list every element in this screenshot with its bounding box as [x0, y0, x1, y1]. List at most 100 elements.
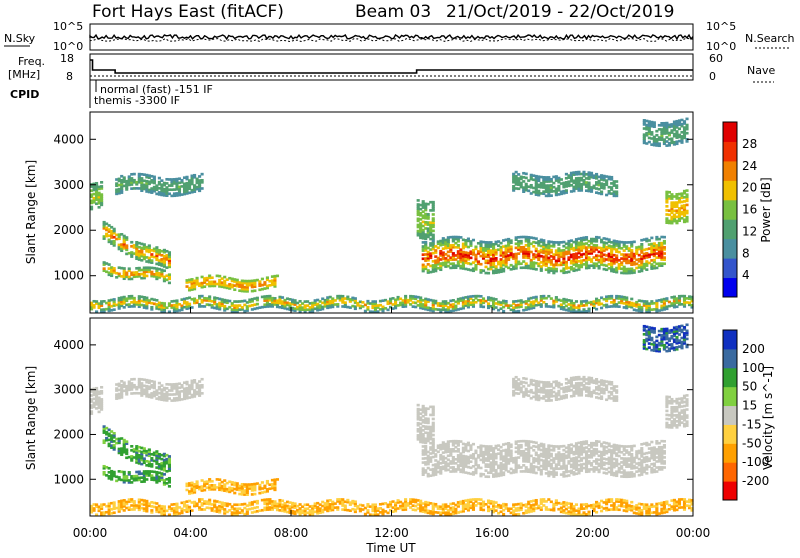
velocity-cell	[163, 473, 166, 476]
power-cell	[479, 263, 482, 266]
power-cell	[590, 172, 593, 175]
velocity-cell	[495, 469, 498, 472]
power-cell	[100, 181, 103, 184]
velocity-cell	[374, 503, 377, 506]
velocity-cell	[256, 500, 259, 503]
velocity-cell	[555, 499, 558, 502]
power-cell	[500, 242, 503, 245]
power-colorbar-swatch	[723, 200, 737, 220]
velocity-cell	[100, 386, 103, 389]
power-cell	[256, 297, 259, 300]
power-cell	[474, 245, 477, 248]
velocity-cell	[630, 501, 633, 504]
velocity-cell	[273, 500, 276, 503]
power-cell	[366, 306, 369, 309]
power-cell	[366, 300, 369, 303]
power-cell	[346, 296, 349, 299]
power-cell	[608, 238, 611, 241]
power-cell	[615, 190, 618, 193]
power-cell	[633, 241, 636, 244]
power-cell	[276, 275, 279, 278]
freq-trace	[90, 60, 693, 76]
velocity-cell	[155, 502, 158, 505]
power-cell	[527, 189, 530, 192]
power-cell	[555, 296, 558, 299]
power-cell	[515, 171, 518, 174]
power-cell	[253, 289, 256, 292]
velocity-cell	[336, 506, 339, 509]
power-cell	[113, 298, 116, 301]
velocity-cell	[256, 506, 259, 509]
power-cell	[341, 295, 344, 298]
velocity-cell	[113, 432, 116, 435]
power-cell	[143, 253, 146, 256]
power-cell	[424, 265, 427, 268]
power-cell	[550, 178, 553, 181]
velocity-cell	[487, 475, 490, 478]
power-cell	[618, 251, 621, 254]
power-cell	[98, 206, 101, 209]
velocity-cell	[228, 503, 231, 506]
nsky-line	[90, 35, 693, 39]
power-cell	[615, 184, 618, 187]
power-cell	[228, 300, 231, 303]
power-cell	[587, 308, 590, 311]
power-cell	[266, 276, 269, 279]
velocity-cell	[223, 479, 226, 482]
velocity-cell	[502, 513, 505, 516]
power-cell	[354, 297, 357, 300]
power-cell	[140, 177, 143, 180]
velocity-cell	[535, 499, 538, 502]
velocity-cell	[113, 471, 116, 474]
power-cell	[261, 278, 264, 281]
power-cell	[258, 280, 261, 283]
velocity-cell	[550, 500, 553, 503]
power-cell	[685, 216, 688, 219]
velocity-cell	[118, 476, 121, 479]
power-cell	[256, 303, 259, 306]
power-cell	[123, 267, 126, 270]
power-cell	[150, 253, 153, 256]
velocity-cell	[203, 489, 206, 492]
velocity-cell	[155, 450, 158, 453]
velocity-cell	[386, 512, 389, 515]
velocity-cell	[143, 447, 146, 450]
power-cell	[196, 277, 199, 280]
power-cell	[100, 193, 103, 196]
velocity-cell	[263, 485, 266, 488]
velocity-cell	[100, 398, 103, 401]
velocity-cell	[98, 411, 101, 414]
power-cell	[552, 182, 555, 185]
power-cell	[565, 189, 568, 192]
velocity-cell	[474, 450, 477, 453]
cpid-entry-themis: themis -3300 IF	[94, 94, 180, 107]
velocity-cell	[133, 500, 136, 503]
power-cell	[201, 179, 204, 182]
power-cell	[640, 243, 643, 246]
power-cell	[155, 246, 158, 249]
velocity-cell	[145, 500, 148, 503]
velocity-cell	[424, 469, 427, 472]
power-cell	[133, 297, 136, 300]
power-cell	[495, 265, 498, 268]
velocity-cell	[294, 502, 297, 505]
power-cell	[630, 249, 633, 252]
power-cell	[595, 308, 598, 311]
power-cell	[432, 213, 435, 216]
power-cell	[638, 303, 641, 306]
velocity-cell	[223, 508, 226, 511]
velocity-cell	[482, 509, 485, 512]
velocity-cell	[598, 502, 601, 505]
power-ytick-label: 3000	[53, 178, 84, 192]
power-cell	[479, 295, 482, 298]
freq-line	[90, 60, 693, 73]
nave-tick-low: 0	[709, 70, 716, 83]
velocity-cell	[472, 443, 475, 446]
power-cell	[128, 267, 131, 270]
power-colorbar-swatch	[723, 239, 737, 259]
velocity-cell	[143, 457, 146, 460]
nsky-label: N.Sky	[4, 32, 36, 45]
velocity-cell	[482, 501, 485, 504]
velocity-cell	[495, 501, 498, 504]
